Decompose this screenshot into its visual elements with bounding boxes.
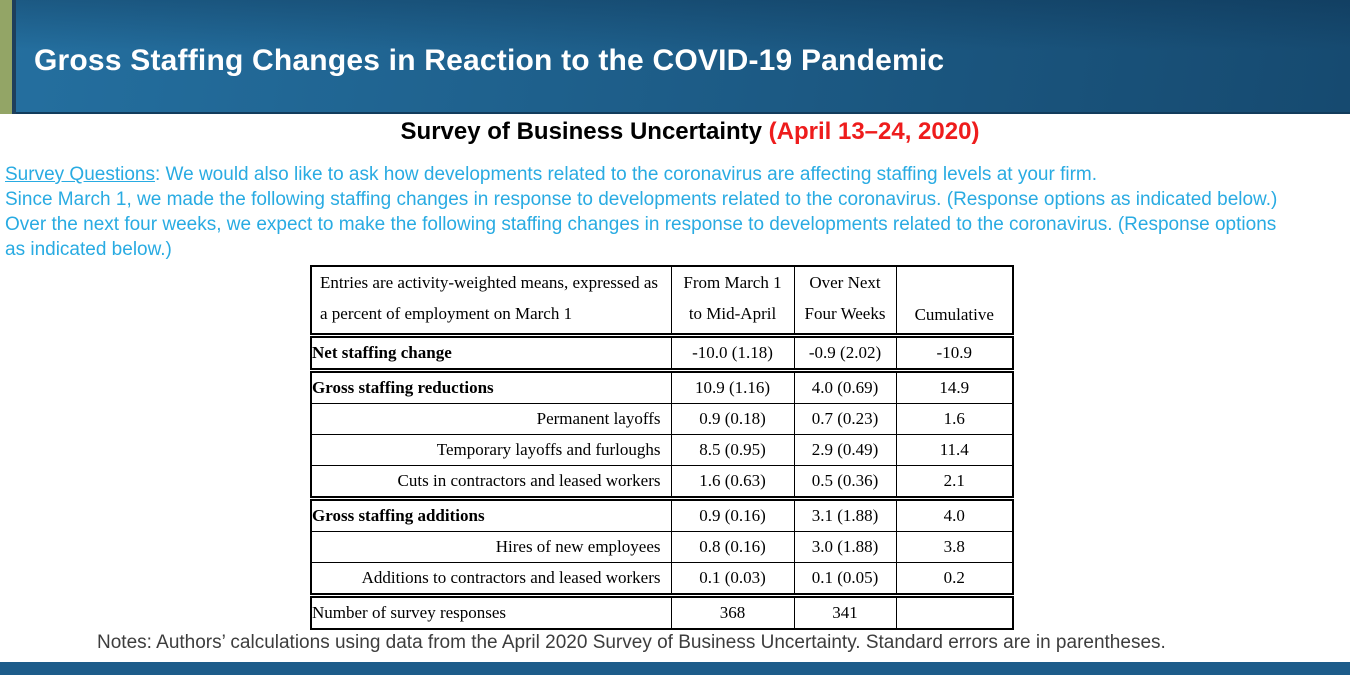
header-description-line1: Entries are activity-weighted means, exp… (320, 273, 658, 292)
row-value: 11.4 (895, 434, 1014, 466)
table-row: Hires of new employees 0.8 (0.16) 3.0 (1.8… (310, 531, 1014, 563)
slide-title: Gross Staffing Changes in Reaction to th… (34, 44, 945, 77)
row-value: 0.5 (0.36) (793, 465, 897, 501)
header-next-four-weeks-line2: Four Weeks (804, 304, 886, 323)
row-value: 4.0 (895, 498, 1014, 532)
header-mid-april-line2: to Mid-April (688, 304, 777, 323)
row-label: Net staffing change (310, 335, 672, 373)
table-row: Permanent layoffs 0.9 (0.18) 0.7 (0.23) 1.6 (310, 403, 1014, 435)
table-row: Gross staffing reductions 10.9 (1.16) 4.0 … (310, 370, 1014, 404)
row-label: Permanent layoffs (310, 403, 672, 435)
row-label: Number of survey responses (310, 595, 672, 629)
survey-questions: Survey Questions: We would also like to … (5, 162, 1349, 262)
row-label: Gross staffing reductions (310, 370, 672, 404)
table-row: Net staffing change -10.0 (1.18) -0.9 (2.0… (310, 335, 1014, 373)
row-label: Hires of new employees (310, 531, 672, 563)
survey-line-4: as indicated below.) (5, 239, 172, 260)
row-value: 2.9 (0.49) (793, 434, 897, 466)
survey-intro-rest: : We would also like to ask how developm… (154, 164, 1098, 185)
row-value: -10.0 (1.18) (670, 335, 795, 373)
row-value (895, 595, 1014, 629)
header-next-four-weeks: Over Next Four Weeks (793, 266, 897, 338)
table-row: Cuts in contractors and leased workers 1.… (310, 465, 1014, 501)
row-label: Temporary layoffs and furloughs (310, 434, 672, 466)
row-label: Gross staffing additions (310, 498, 672, 532)
row-label: Additions to contractors and leased work… (310, 562, 672, 598)
survey-line-1: Survey Questions: We would also like to … (5, 162, 1349, 187)
accent-stripe (0, 0, 16, 114)
row-value: 0.2 (895, 562, 1014, 598)
header-mid-april-line1: From March 1 (683, 273, 782, 292)
subtitle-text: Survey of Business Uncertainty (400, 118, 769, 145)
slide-header: Gross Staffing Changes in Reaction to th… (0, 0, 1350, 114)
row-value: 0.1 (0.05) (793, 562, 897, 598)
row-value: 2.1 (895, 465, 1014, 501)
header-cumulative: Cumulative (895, 266, 1014, 338)
survey-line-3: Over the next four weeks, we expect to m… (5, 214, 1277, 235)
row-value: 1.6 (0.63) (670, 465, 795, 501)
row-value: 3.8 (895, 531, 1014, 563)
row-value: 8.5 (0.95) (670, 434, 795, 466)
header-cumulative-label: Cumulative (914, 305, 994, 324)
row-value: 1.6 (895, 403, 1014, 435)
row-value: -0.9 (2.02) (793, 335, 897, 373)
table-row: Number of survey responses 368 341 (310, 595, 1014, 629)
table-row: Gross staffing additions 0.9 (0.16) 3.1 (1… (310, 498, 1014, 532)
header-mid-april: From March 1 to Mid-April (670, 266, 795, 338)
subtitle-date: (April 13–24, 2020) (768, 118, 980, 145)
survey-questions-label: Survey Questions (5, 164, 155, 185)
table-header-row: Entries are activity-weighted means, exp… (310, 266, 1014, 338)
notes: Notes: Authors’ calculations using data … (97, 632, 1166, 653)
footer-bar (0, 662, 1350, 675)
header-band: Gross Staffing Changes in Reaction to th… (16, 0, 1350, 114)
subtitle: Survey of Business Uncertainty (April 13… (0, 118, 1350, 146)
row-value: -10.9 (895, 335, 1014, 373)
row-value: 341 (793, 595, 897, 629)
row-value: 0.8 (0.16) (670, 531, 795, 563)
results-table: Entries are activity-weighted means, exp… (310, 265, 1014, 630)
row-value: 14.9 (895, 370, 1014, 404)
row-value: 0.1 (0.03) (670, 562, 795, 598)
row-value: 3.0 (1.88) (793, 531, 897, 563)
row-value: 4.0 (0.69) (793, 370, 897, 404)
table-row: Temporary layoffs and furloughs 8.5 (0.95… (310, 434, 1014, 466)
row-value: 10.9 (1.16) (670, 370, 795, 404)
survey-line-2: Since March 1, we made the following sta… (5, 189, 1278, 210)
row-value: 0.7 (0.23) (793, 403, 897, 435)
table-row: Additions to contractors and leased work… (310, 562, 1014, 598)
header-next-four-weeks-line1: Over Next (809, 273, 881, 292)
row-value: 0.9 (0.18) (670, 403, 795, 435)
table-body: Net staffing change -10.0 (1.18) -0.9 (2.0… (310, 335, 1014, 629)
header-description: Entries are activity-weighted means, exp… (310, 266, 672, 338)
results-table-container: Entries are activity-weighted means, exp… (310, 265, 1014, 630)
header-description-line2: a percent of employment on March 1 (320, 304, 573, 323)
row-label: Cuts in contractors and leased workers (310, 465, 672, 501)
row-value: 368 (670, 595, 795, 629)
row-value: 3.1 (1.88) (793, 498, 897, 532)
row-value: 0.9 (0.16) (670, 498, 795, 532)
